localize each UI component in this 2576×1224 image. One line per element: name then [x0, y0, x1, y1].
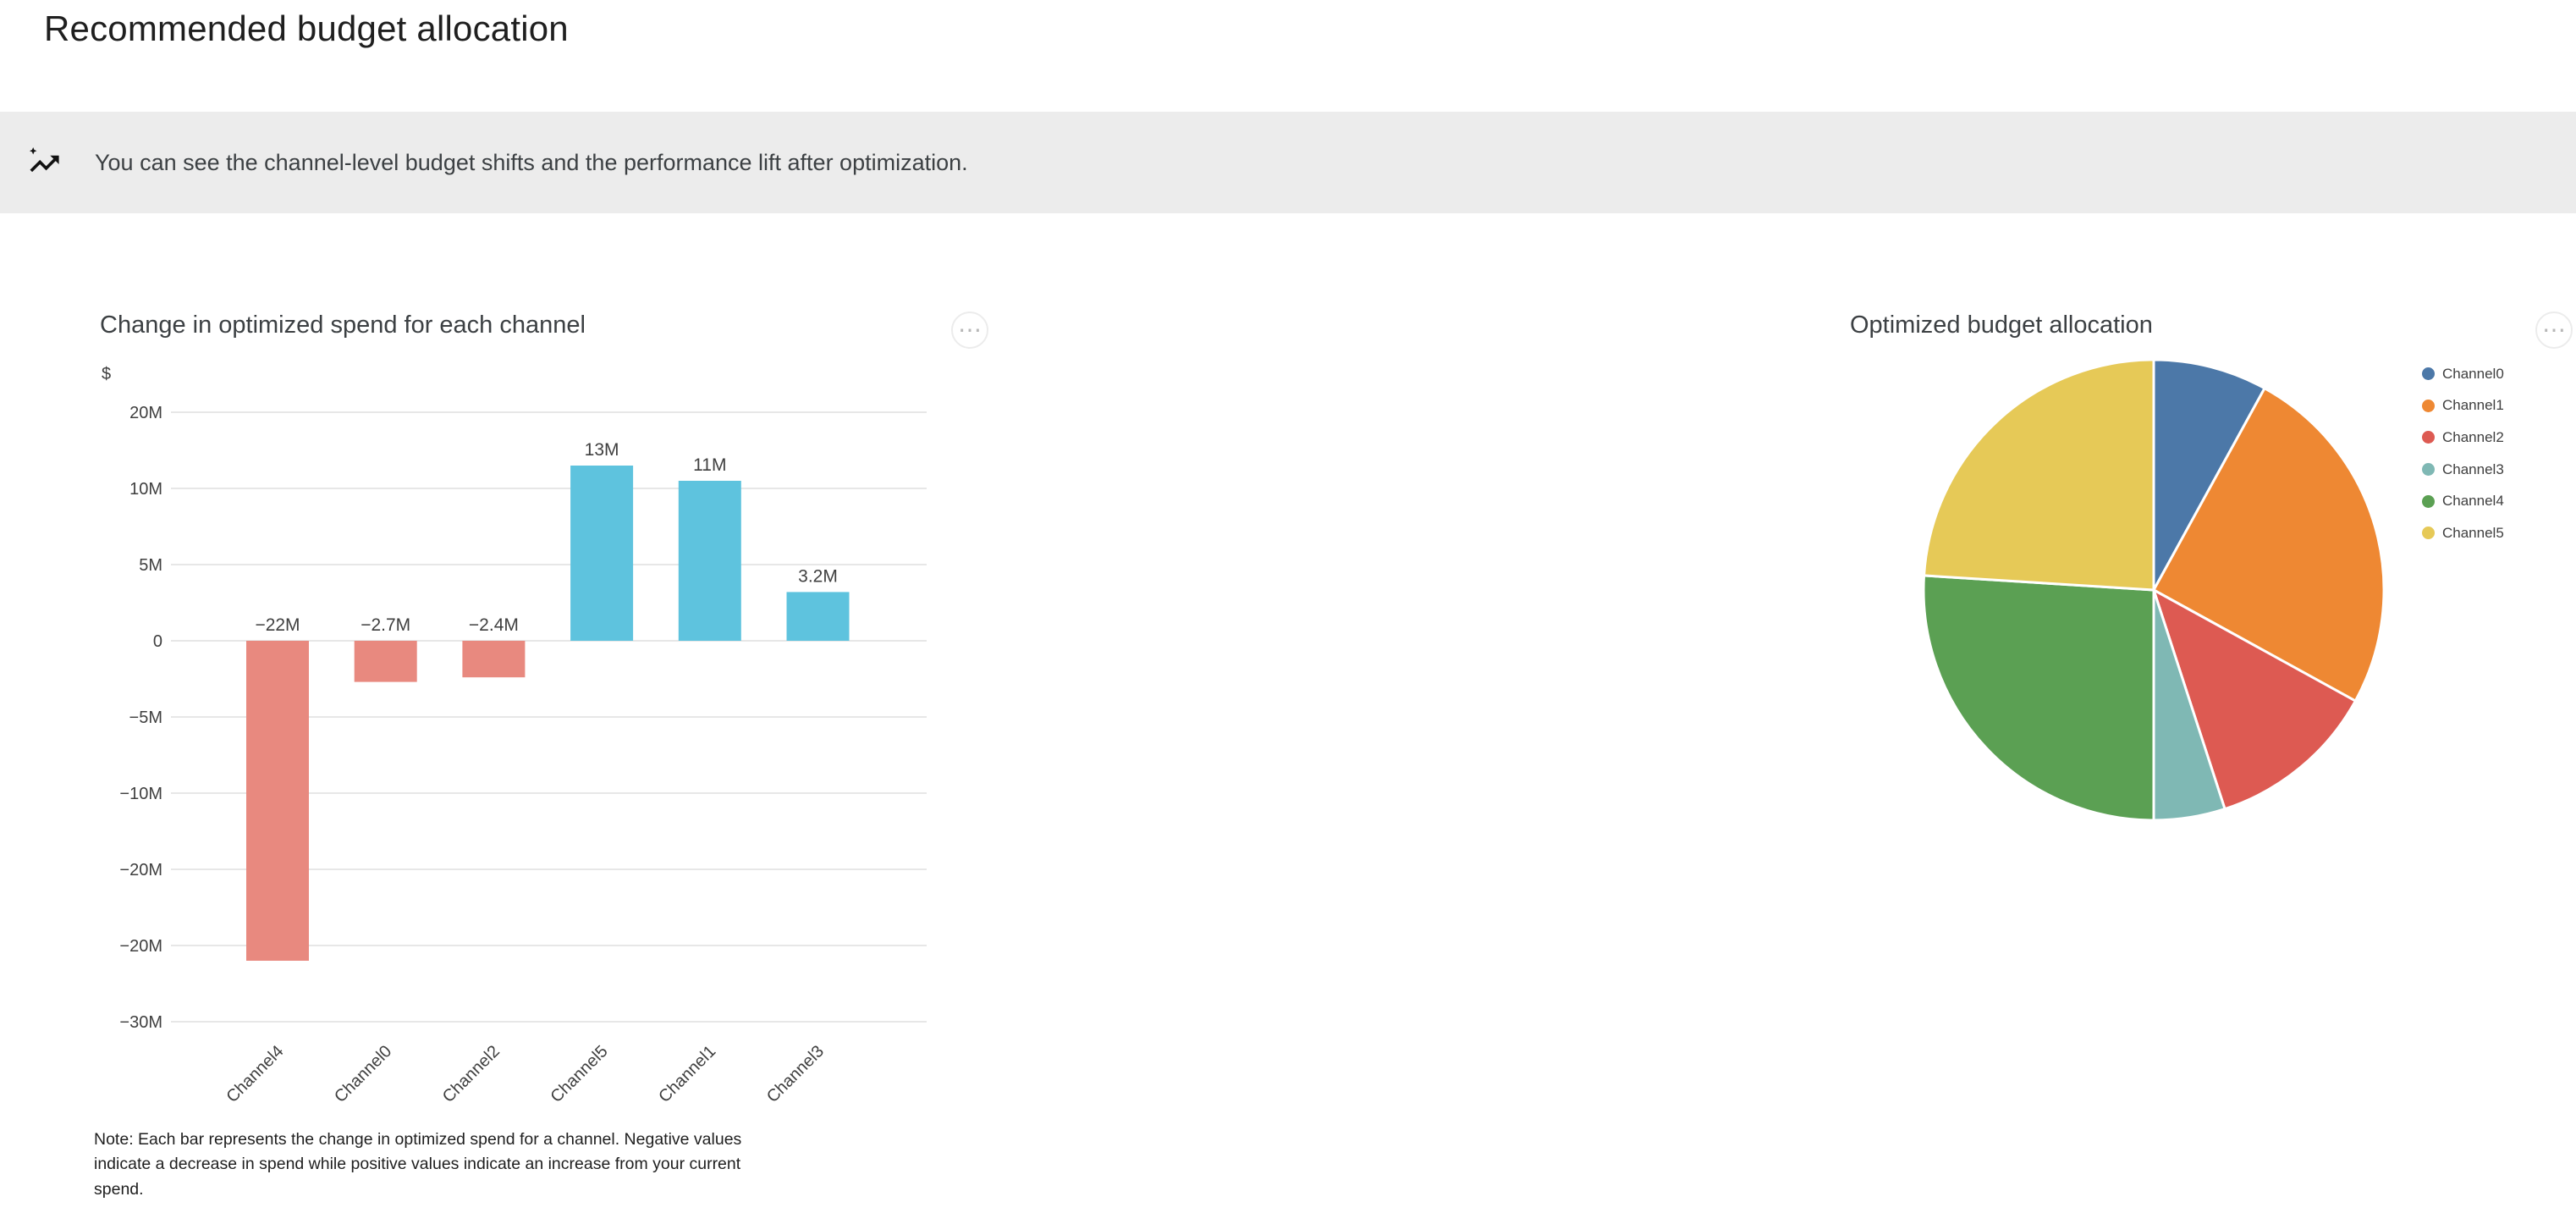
bar-chart-svg: 20M 10M 5M 0 −5M −10M −20M −20M −30M $ −22M Channel… [102, 365, 927, 1106]
svg-text:−2.7M: −2.7M [361, 615, 410, 635]
ellipsis-icon: ⋯ [958, 317, 982, 343]
legend-label: Channel2 [2442, 428, 2504, 445]
svg-text:Channel2: Channel2 [439, 1042, 504, 1106]
svg-text:10M: 10M [129, 480, 162, 499]
svg-text:3.2M: 3.2M [798, 566, 838, 586]
svg-text:Channel1: Channel1 [655, 1042, 719, 1106]
svg-text:−30M: −30M [119, 1013, 162, 1032]
svg-text:0: 0 [153, 632, 162, 651]
legend-swatch [2422, 399, 2435, 412]
info-banner-text: You can see the channel-level budget shi… [95, 149, 968, 175]
legend-swatch [2422, 494, 2435, 508]
svg-text:−10M: −10M [119, 785, 162, 803]
svg-text:$: $ [102, 365, 111, 383]
bar-chart-title: Change in optimized spend for each chann… [100, 312, 586, 339]
pie-chart-more-options-button[interactable]: ⋯ [2535, 312, 2573, 349]
svg-text:−5M: −5M [129, 708, 162, 727]
legend-item: Channel1 [2422, 390, 2504, 422]
legend-swatch [2422, 527, 2435, 540]
svg-text:−20M: −20M [119, 937, 162, 956]
svg-text:Channel0: Channel0 [331, 1042, 395, 1106]
svg-text:20M: 20M [129, 404, 162, 422]
info-banner: You can see the channel-level budget shi… [0, 112, 2576, 213]
legend-item: Channel3 [2422, 454, 2504, 486]
svg-text:−22M: −22M [255, 615, 300, 635]
svg-text:−20M: −20M [119, 861, 162, 879]
legend-swatch [2422, 431, 2435, 444]
bar-chart-more-options-button[interactable]: ⋯ [951, 312, 988, 349]
legend-label: Channel1 [2442, 397, 2504, 414]
legend-label: Channel5 [2442, 524, 2504, 541]
svg-text:11M: 11M [693, 455, 726, 475]
legend-label: Channel3 [2442, 460, 2504, 477]
svg-text:5M: 5M [139, 556, 162, 575]
svg-text:13M: 13M [585, 440, 619, 460]
svg-text:Channel3: Channel3 [763, 1042, 828, 1106]
svg-text:−2.4M: −2.4M [469, 615, 519, 635]
legend-label: Channel0 [2442, 365, 2504, 382]
ellipsis-icon: ⋯ [2542, 317, 2566, 343]
pie-chart-svg [1922, 358, 2386, 822]
svg-text:Channel4: Channel4 [223, 1042, 287, 1106]
legend-item: Channel4 [2422, 485, 2504, 517]
legend-item: Channel5 [2422, 517, 2504, 549]
legend-item: Channel2 [2422, 422, 2504, 454]
pie-legend: Channel0 Channel1 Channel2 Channel3 Channel4… [2422, 358, 2504, 549]
pie-chart-title: Optimized budget allocation [1850, 312, 2153, 339]
page-title: Recommended budget allocation [44, 8, 569, 48]
legend-label: Channel4 [2442, 493, 2504, 510]
legend-item: Channel0 [2422, 358, 2504, 390]
bar-chart-note: Note: Each bar represents the change in … [94, 1130, 742, 1199]
legend-swatch [2422, 463, 2435, 477]
svg-text:Channel5: Channel5 [548, 1042, 612, 1106]
legend-swatch [2422, 367, 2435, 381]
insights-icon [25, 144, 63, 181]
